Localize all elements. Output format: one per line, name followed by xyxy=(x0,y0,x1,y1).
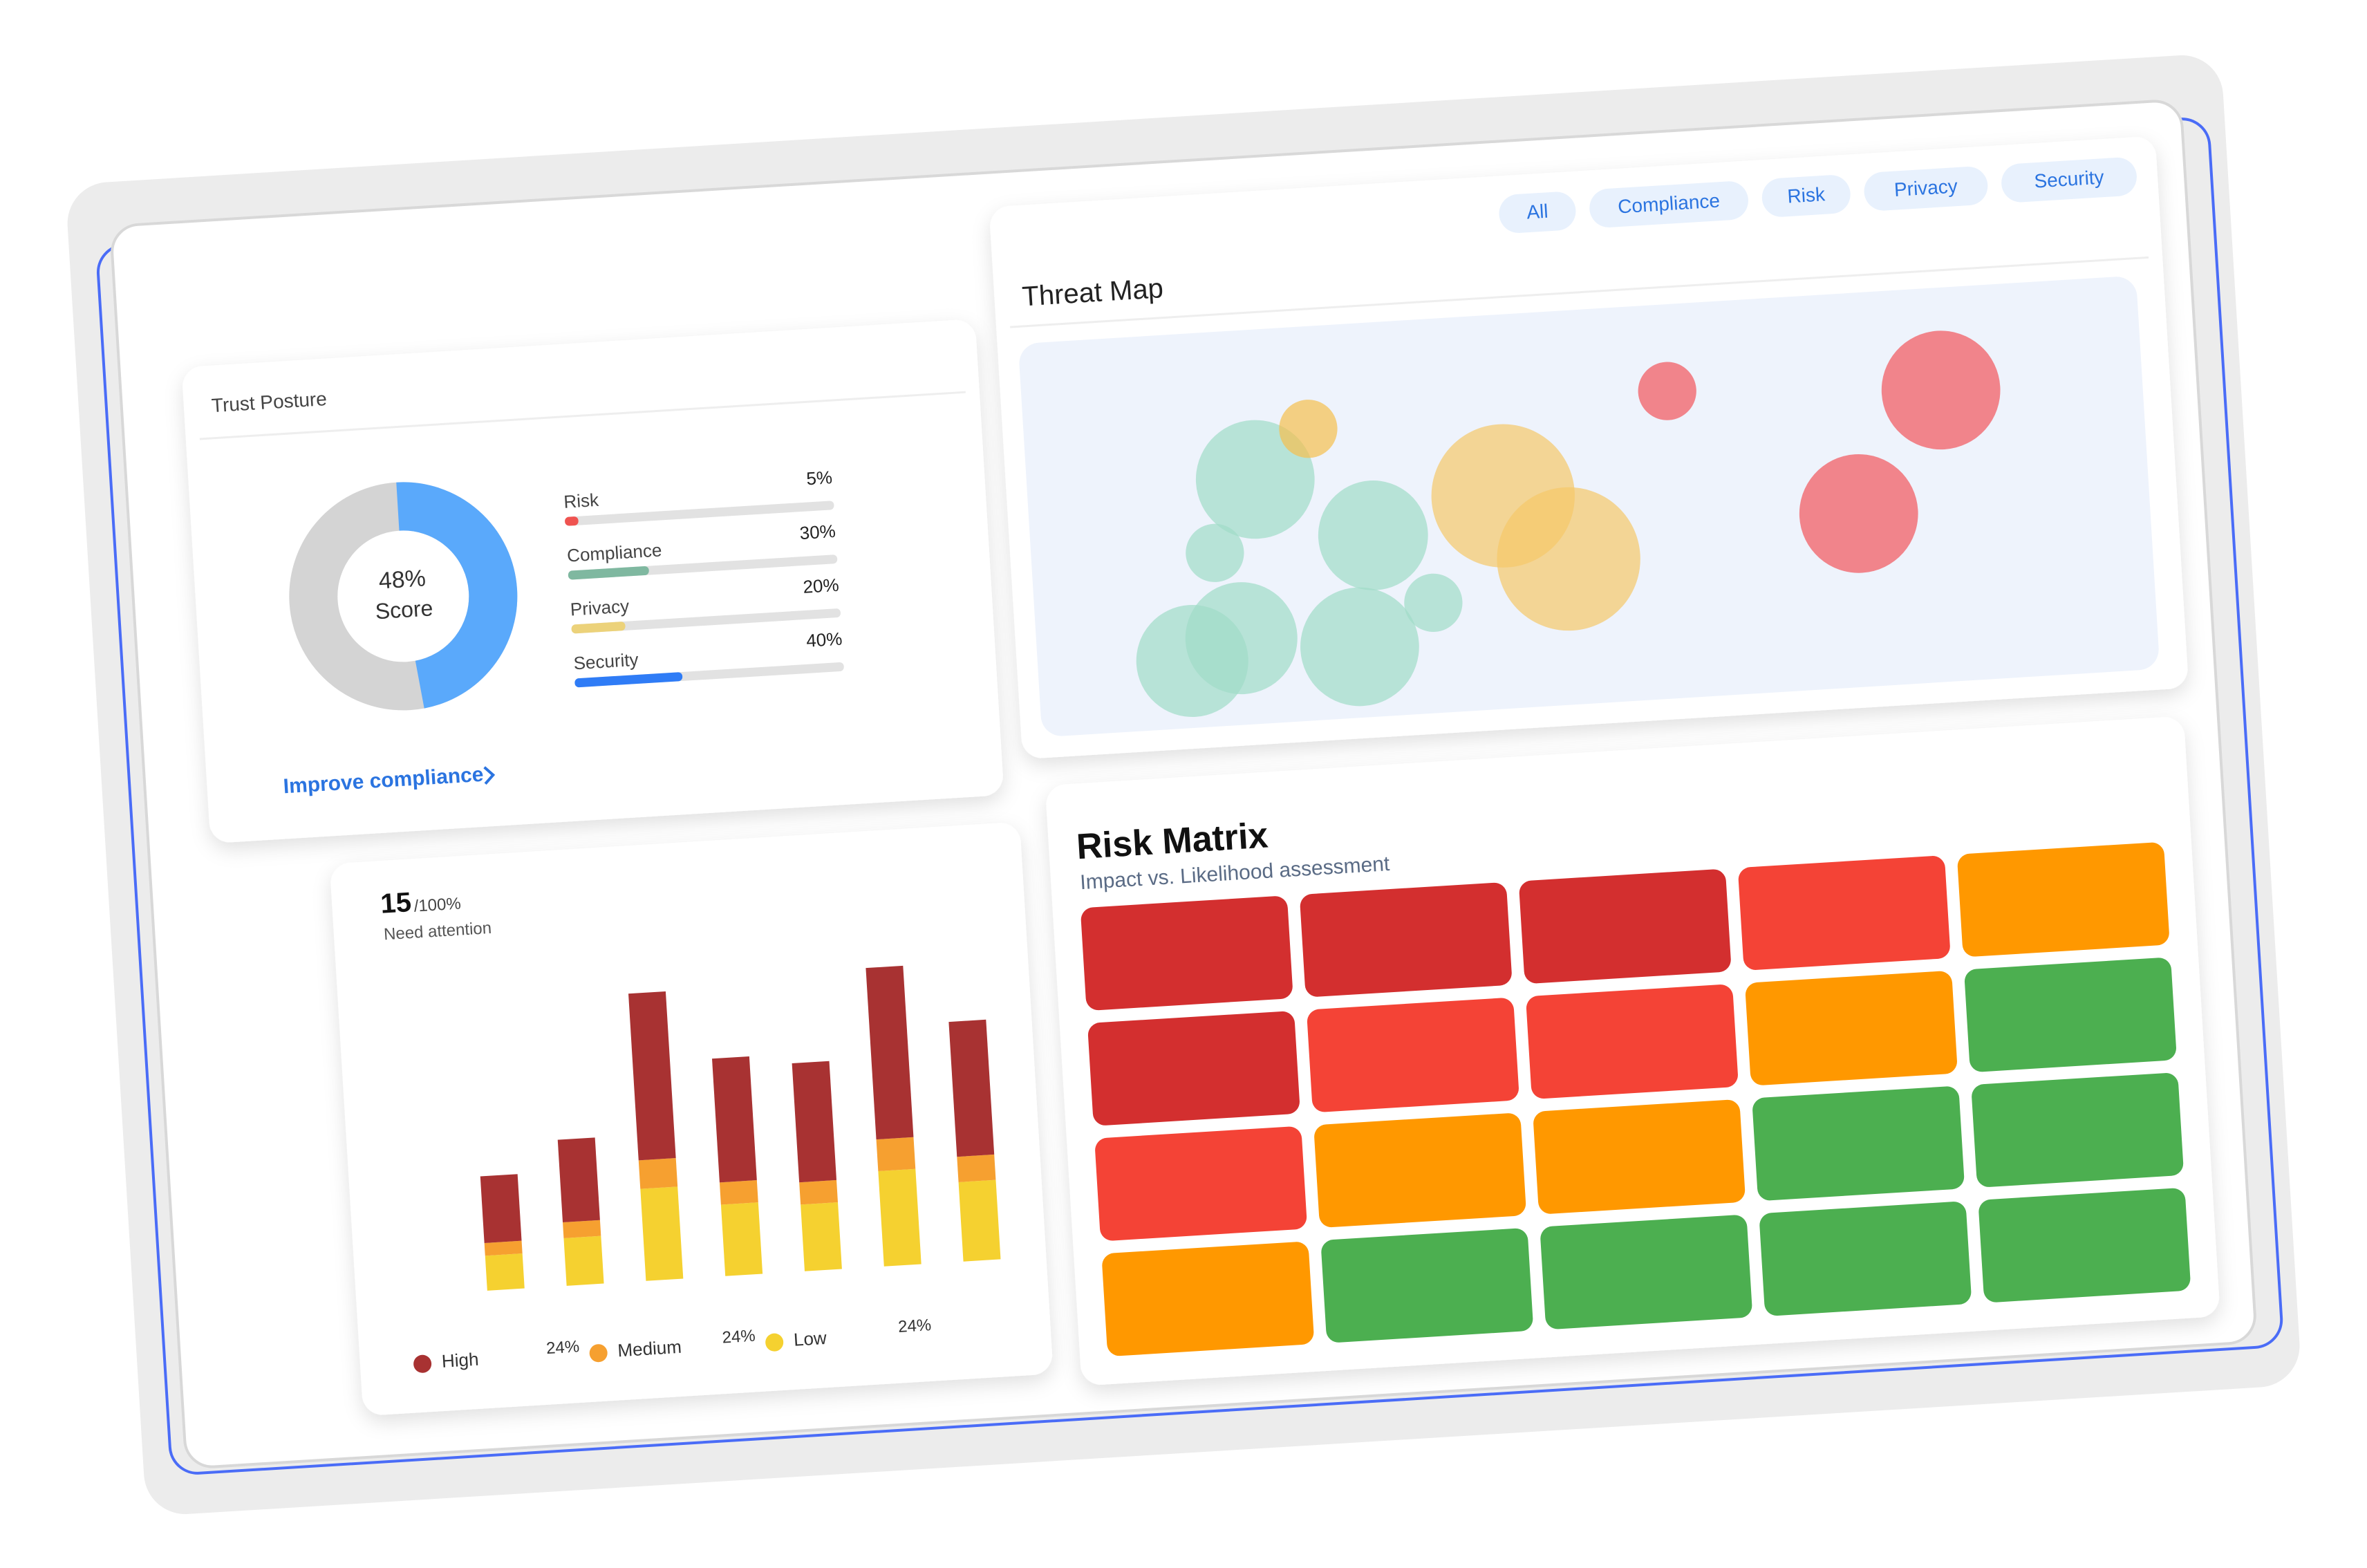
bar-segment xyxy=(801,1202,842,1271)
threat-bubble xyxy=(1799,454,1918,573)
metric-bar xyxy=(565,516,579,526)
bar-segment xyxy=(638,1158,678,1189)
metric-track xyxy=(565,501,834,526)
bar-segment xyxy=(640,1186,684,1281)
metric-bar xyxy=(568,566,649,580)
divider xyxy=(199,391,966,440)
matrix-cell xyxy=(1300,882,1512,997)
matrix-cell xyxy=(1526,984,1738,1099)
legend-label: Medium xyxy=(617,1336,682,1361)
threat-bubble xyxy=(1186,523,1244,582)
legend-dot xyxy=(765,1333,784,1352)
bar-segment xyxy=(876,1137,916,1172)
divider xyxy=(1010,256,2149,328)
matrix-cell xyxy=(1745,971,1957,1085)
matrix-cell xyxy=(1307,998,1519,1112)
filter-pill[interactable] xyxy=(1863,165,1989,212)
attention-total: /100% xyxy=(413,895,462,916)
matrix-cell xyxy=(1095,1126,1307,1241)
bar-segment xyxy=(948,1019,995,1157)
bar-segment xyxy=(958,1179,1001,1262)
bar-segment xyxy=(878,1168,921,1267)
legend-dot xyxy=(589,1344,608,1363)
bar-segment xyxy=(563,1220,601,1238)
threat-bubble xyxy=(1404,573,1463,632)
metric-bar xyxy=(574,672,683,688)
filter-label[interactable]: Security xyxy=(2034,166,2105,192)
metric-name: Risk xyxy=(563,489,599,512)
threat-bubble xyxy=(1318,480,1428,590)
matrix-cell xyxy=(1759,1202,1972,1316)
matrix-cell xyxy=(1752,1086,1965,1201)
metric-track xyxy=(571,608,841,634)
bar-segment xyxy=(480,1174,522,1243)
threat-bubble xyxy=(1136,604,1248,717)
trust-card xyxy=(183,319,1003,843)
donut-value xyxy=(289,482,518,711)
matrix-cell xyxy=(1972,1073,2184,1187)
matrix-cell xyxy=(1533,1099,1746,1214)
chevron xyxy=(483,766,496,785)
filter-pill[interactable] xyxy=(1589,180,1750,229)
donut-caption: Score xyxy=(375,595,434,624)
metric-value: 5% xyxy=(806,467,833,489)
metric-bar xyxy=(571,622,626,634)
bar-segment xyxy=(799,1179,839,1205)
filter-pill[interactable] xyxy=(1761,174,1851,218)
legend-dot xyxy=(413,1354,432,1373)
legend-share: 24% xyxy=(722,1327,756,1347)
threat-bubble xyxy=(1497,487,1640,631)
matrix-cell xyxy=(1321,1228,1533,1343)
legend-share: 24% xyxy=(545,1337,580,1358)
legend-label: Low xyxy=(793,1327,827,1350)
metric-value: 40% xyxy=(805,628,843,651)
matrix-cell xyxy=(1080,896,1293,1011)
threat-bubble xyxy=(1300,587,1419,707)
filter-label[interactable]: Risk xyxy=(1787,183,1826,207)
bar-segment xyxy=(484,1240,523,1256)
filter-label[interactable]: Privacy xyxy=(1893,175,1958,200)
matrix-cell xyxy=(1519,869,1731,984)
metric-name: Privacy xyxy=(570,595,630,619)
bar-segment xyxy=(720,1202,763,1276)
legend-share: 24% xyxy=(897,1316,932,1336)
matrix-cell xyxy=(1102,1242,1314,1356)
filter-pill[interactable] xyxy=(1498,191,1577,234)
matrix-cell xyxy=(1957,842,2169,957)
bar-segment xyxy=(557,1137,600,1223)
filter-label[interactable]: All xyxy=(1526,200,1549,223)
filter-pill[interactable] xyxy=(2001,156,2138,203)
matrix-cell xyxy=(1540,1215,1752,1329)
threat-bubble xyxy=(1881,330,2001,450)
threat-bubble xyxy=(1279,400,1338,458)
bar-segment xyxy=(792,1061,837,1183)
attention-count: 15 xyxy=(380,887,412,920)
bar-segment xyxy=(563,1235,604,1286)
matrix-cell xyxy=(1964,958,2176,1072)
matrix-cell xyxy=(1087,1011,1300,1126)
metric-name: Security xyxy=(573,649,639,674)
matrix-cell xyxy=(1314,1113,1526,1228)
bar-segment xyxy=(866,965,914,1140)
bar-segment xyxy=(957,1154,996,1182)
tilted-frame: Trust Posture Threat Map Risk Matrix Imp… xyxy=(67,55,2300,1515)
bar-segment xyxy=(719,1180,758,1205)
metric-value: 30% xyxy=(799,521,836,543)
metric-value: 20% xyxy=(803,575,840,597)
legend-label: High xyxy=(441,1349,479,1372)
matrix-cell xyxy=(1978,1188,2191,1303)
bar-segment xyxy=(711,1056,757,1183)
matrix-cell xyxy=(1738,856,1950,970)
threat-bubble xyxy=(1195,420,1315,539)
bar-segment xyxy=(485,1253,525,1291)
dashboard: Trust Posture Threat Map Risk Matrix Imp… xyxy=(111,100,2256,1468)
donut-label: 48% xyxy=(378,565,427,594)
bar-segment xyxy=(628,991,676,1161)
threat-bubble xyxy=(1638,362,1696,420)
